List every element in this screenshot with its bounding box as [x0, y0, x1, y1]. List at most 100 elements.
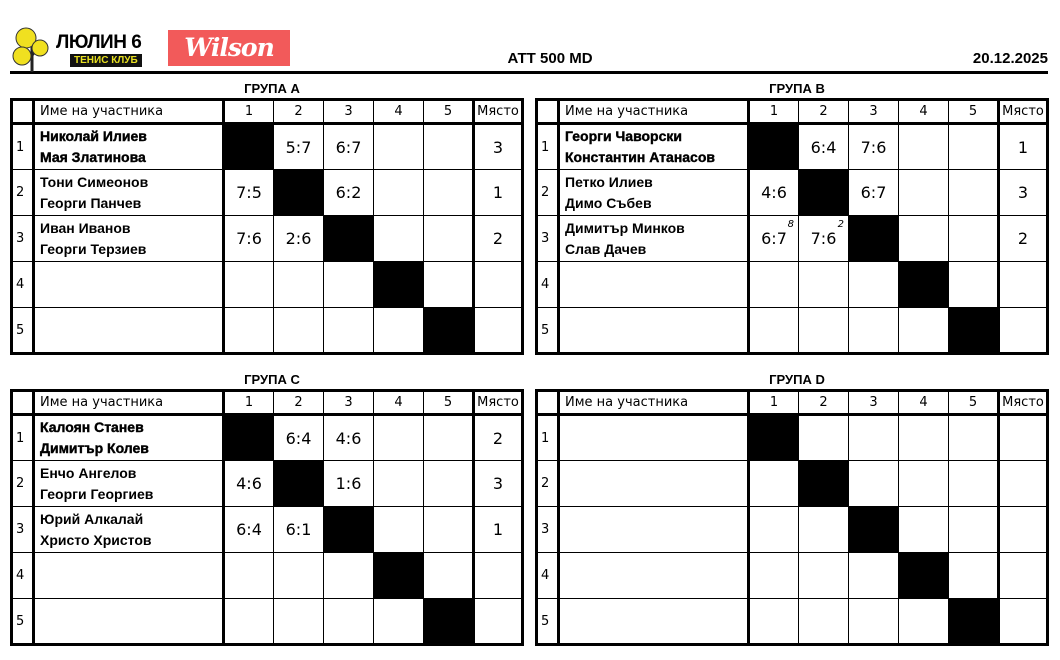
column-header: 2	[273, 99, 324, 125]
score-cell: 2:6	[273, 215, 324, 262]
score-cell	[748, 506, 799, 553]
score-cell	[423, 414, 474, 461]
score-cell: 4:6	[748, 169, 799, 216]
row-number: 2	[536, 169, 560, 216]
score-cell: 6:4	[223, 506, 274, 553]
score-cell	[948, 552, 999, 599]
player-1: Николай Илиев	[40, 128, 147, 144]
score-cell	[848, 307, 899, 354]
row-number: 3	[11, 506, 35, 553]
score-cell	[848, 414, 899, 461]
group-table: Име на участника 1 2 3 4 5 Място 1 Николай Илие…	[10, 98, 524, 355]
score-cell	[373, 215, 424, 262]
group-title: ГРУПА A	[244, 81, 300, 96]
column-header: 2	[273, 390, 324, 416]
player-2: Константин Атанасов	[565, 149, 716, 165]
score-cell: 6:2	[323, 169, 374, 216]
score-cell	[273, 261, 324, 308]
group-title: ГРУПА C	[244, 372, 300, 387]
team-names: Димитър Минков Слав Дачев	[558, 215, 750, 262]
score-cell	[423, 506, 474, 553]
self-cell	[848, 215, 899, 262]
score-cell	[423, 460, 474, 507]
header-row: Име на участника 1 2 3 4 5 Място	[536, 390, 1048, 416]
row-number: 2	[11, 169, 35, 216]
score-cell	[798, 261, 849, 308]
table-row: 3	[536, 506, 1048, 553]
team-names: Тони Симеонов Георги Панчев	[33, 169, 225, 216]
tournament-title: АТТ 500 MD	[507, 50, 593, 67]
score: 4:6	[761, 183, 787, 202]
column-header: 5	[423, 99, 474, 125]
score-cell	[898, 598, 949, 645]
column-header: 4	[898, 390, 949, 416]
column-header: 3	[323, 99, 374, 125]
self-cell	[273, 169, 324, 216]
score-cell	[848, 261, 899, 308]
table-row: 3 Димитър Минков Слав Дачев 6:7 8 7:6 2 2	[536, 215, 1048, 262]
column-header: 4	[898, 99, 949, 125]
team-names	[558, 460, 750, 507]
table-row: 1 Калоян Станев Димитър Колев 6:4 4:6 2	[11, 414, 523, 461]
self-cell	[898, 552, 949, 599]
column-header: 4	[373, 99, 424, 125]
score-cell	[898, 215, 949, 262]
score-cell	[273, 552, 324, 599]
score-cell	[373, 506, 424, 553]
place-cell	[472, 307, 523, 354]
team-names: Иван Иванов Георги Терзиев	[33, 215, 225, 262]
self-cell	[423, 598, 474, 645]
index-header	[11, 390, 35, 416]
team-names	[558, 307, 750, 354]
score-cell	[898, 460, 949, 507]
column-header: 3	[848, 99, 899, 125]
score-cell	[798, 307, 849, 354]
place-header: Място	[997, 99, 1048, 125]
row-number: 1	[536, 414, 560, 461]
score-cell	[423, 261, 474, 308]
self-cell	[323, 506, 374, 553]
score: 7:6	[810, 229, 837, 248]
column-header: 1	[223, 390, 274, 416]
column-header: 1	[748, 390, 799, 416]
score-cell	[323, 307, 374, 354]
self-cell	[848, 506, 899, 553]
score-cell	[373, 598, 424, 645]
table-row: 4	[11, 552, 523, 599]
team-names: Юрий Алкалай Христо Христов	[33, 506, 225, 553]
score-cell	[848, 460, 899, 507]
score-cell	[223, 307, 274, 354]
player-1: Тони Симеонов	[40, 173, 149, 190]
table-row: 5	[11, 307, 523, 354]
player-2: Георги Георгиев	[40, 485, 154, 502]
score-cell	[273, 307, 324, 354]
row-number: 1	[11, 414, 35, 461]
score-cell	[748, 460, 799, 507]
team-names	[558, 414, 750, 461]
score-cell	[423, 123, 474, 170]
column-header: 2	[798, 99, 849, 125]
place-cell	[997, 414, 1048, 461]
place-cell	[997, 307, 1048, 354]
player-1: Георги Чаворски	[565, 128, 682, 144]
self-cell	[273, 460, 324, 507]
score-cell	[948, 506, 999, 553]
table-row: 2	[536, 460, 1048, 507]
row-number: 2	[11, 460, 35, 507]
score-cell	[948, 215, 999, 262]
place-cell: 1	[472, 506, 523, 553]
name-header: Име на участника	[558, 390, 750, 416]
self-cell	[373, 261, 424, 308]
team-names: Калоян Станев Димитър Колев	[33, 414, 225, 461]
self-cell	[223, 414, 274, 461]
table-row: 5	[536, 307, 1048, 354]
score-cell: 6:4	[798, 123, 849, 170]
column-header: 1	[223, 99, 274, 125]
row-number: 3	[536, 506, 560, 553]
score-cell	[373, 169, 424, 216]
place-cell	[472, 552, 523, 599]
score-cell	[948, 460, 999, 507]
score: 7:5	[236, 183, 262, 202]
score-cell	[323, 598, 374, 645]
row-number: 4	[536, 552, 560, 599]
